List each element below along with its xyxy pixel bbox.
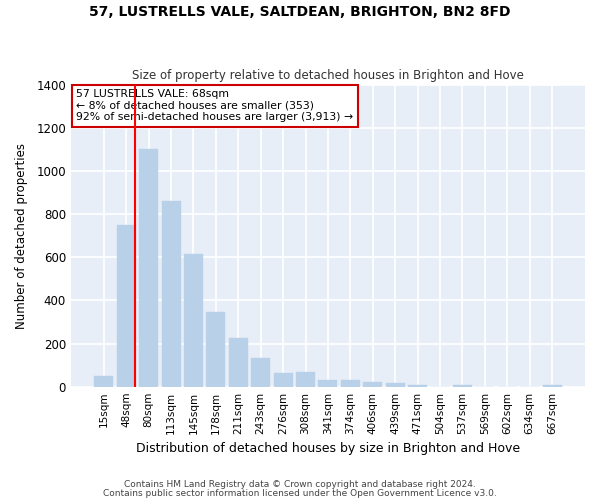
Bar <box>408 384 427 386</box>
Text: Contains HM Land Registry data © Crown copyright and database right 2024.: Contains HM Land Registry data © Crown c… <box>124 480 476 489</box>
Bar <box>117 225 136 386</box>
Bar <box>251 358 270 386</box>
X-axis label: Distribution of detached houses by size in Brighton and Hove: Distribution of detached houses by size … <box>136 442 520 455</box>
Bar <box>229 338 248 386</box>
Bar <box>363 382 382 386</box>
Bar <box>184 254 203 386</box>
Text: 57 LUSTRELLS VALE: 68sqm
← 8% of detached houses are smaller (353)
92% of semi-d: 57 LUSTRELLS VALE: 68sqm ← 8% of detache… <box>76 89 353 122</box>
Bar <box>386 384 405 386</box>
Bar <box>94 376 113 386</box>
Bar <box>139 150 158 386</box>
Y-axis label: Number of detached properties: Number of detached properties <box>15 142 28 328</box>
Text: 57, LUSTRELLS VALE, SALTDEAN, BRIGHTON, BN2 8FD: 57, LUSTRELLS VALE, SALTDEAN, BRIGHTON, … <box>89 5 511 19</box>
Title: Size of property relative to detached houses in Brighton and Hove: Size of property relative to detached ho… <box>132 69 524 82</box>
Bar <box>319 380 337 386</box>
Bar <box>453 384 472 386</box>
Bar <box>542 384 562 386</box>
Text: Contains public sector information licensed under the Open Government Licence v3: Contains public sector information licen… <box>103 489 497 498</box>
Bar <box>274 372 293 386</box>
Bar <box>341 380 360 386</box>
Bar <box>206 312 226 386</box>
Bar <box>296 372 315 386</box>
Bar <box>161 201 181 386</box>
